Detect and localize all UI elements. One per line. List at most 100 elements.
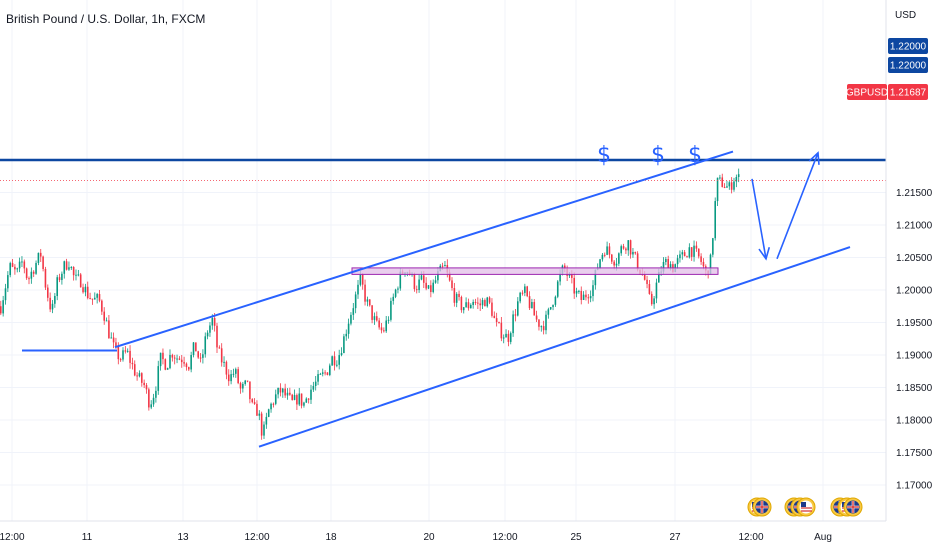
candle-body <box>126 350 129 352</box>
candle-body <box>418 279 420 291</box>
uk-flag-icon[interactable] <box>752 497 772 517</box>
candle-body <box>352 308 355 315</box>
candle-body <box>700 256 702 262</box>
candle-body <box>171 354 174 358</box>
candle-body <box>472 301 474 305</box>
candle-body <box>98 294 101 301</box>
candle-body <box>340 353 343 356</box>
price-tag <box>888 57 928 73</box>
candle-body <box>150 404 152 408</box>
candle-body <box>305 398 308 403</box>
candle-body <box>618 253 620 264</box>
candle-body <box>159 352 162 367</box>
candle-body <box>195 342 197 352</box>
candle-body <box>547 309 550 315</box>
candle-body <box>646 279 648 285</box>
candle-body <box>427 285 430 289</box>
candle-body <box>467 302 470 309</box>
candle-body <box>658 271 660 283</box>
candle-body <box>451 280 453 289</box>
price-axis-label: 1.21000 <box>896 221 932 232</box>
candle-body <box>491 302 493 316</box>
candle-body <box>9 263 11 276</box>
candle-body <box>679 254 681 259</box>
supply-demand-zone[interactable] <box>351 267 719 275</box>
price-axis[interactable]: 1.21500 1.21000 1.20500 1.20000 1.19500 1.190… <box>896 188 932 492</box>
candle-body <box>122 350 124 360</box>
candle-body <box>390 300 392 320</box>
candle-body <box>575 291 578 294</box>
candle-body <box>321 372 324 374</box>
candle-body <box>524 286 526 293</box>
candle-body <box>14 266 16 270</box>
candle-body <box>437 271 439 281</box>
candle-body <box>573 277 575 294</box>
candle-body <box>655 282 658 299</box>
candle-body <box>688 247 691 258</box>
candle-body <box>162 352 164 360</box>
candle-body <box>202 354 204 358</box>
candle-body <box>686 256 688 258</box>
price-tag <box>888 84 928 100</box>
economic-events-row[interactable] <box>747 497 863 517</box>
price-axis-label: 1.21500 <box>896 188 932 199</box>
channel-lower-line[interactable] <box>258 246 851 448</box>
candle-body <box>509 333 512 342</box>
drawing-layer <box>0 150 886 448</box>
channel-upper-line[interactable] <box>114 150 734 349</box>
time-axis[interactable]: 12:00 11 13 12:00 18 20 12:00 25 27 12:00 Aug <box>0 532 832 543</box>
candle-body <box>63 261 66 274</box>
candle-body <box>582 294 585 300</box>
candle-body <box>495 318 498 323</box>
candle-body <box>615 263 618 266</box>
candle-body <box>298 393 301 405</box>
candle-body <box>54 295 56 304</box>
candle-body <box>585 294 587 298</box>
candle-body <box>477 302 479 304</box>
candle-body <box>484 300 486 307</box>
candle-body <box>735 177 738 182</box>
candle-body <box>277 387 279 395</box>
candle-body <box>333 356 336 366</box>
candle-body <box>2 300 4 314</box>
candle-body <box>213 317 216 326</box>
candle-body <box>239 383 242 389</box>
candle-body <box>502 337 505 339</box>
candle-body <box>329 365 331 375</box>
price-tag-label: GBPUSD <box>846 88 888 99</box>
candle-body <box>11 263 14 267</box>
time-axis-label: 12:00 <box>244 532 269 543</box>
candle-body <box>303 402 305 406</box>
candle-body <box>559 273 561 282</box>
candle-body <box>683 252 686 257</box>
candle-body <box>425 282 427 289</box>
candle-body <box>220 348 223 363</box>
price-tag-label: 1.22000 <box>890 42 927 53</box>
candle-body <box>164 359 167 370</box>
candle-body <box>206 332 209 337</box>
candle-body <box>695 245 698 249</box>
candle-body <box>556 281 559 297</box>
candle-body <box>178 358 181 360</box>
candle-body <box>143 382 145 386</box>
candle-body <box>723 186 726 188</box>
projection-arrow-line[interactable] <box>751 178 767 259</box>
candle-body <box>608 246 611 255</box>
candle-body <box>244 380 246 384</box>
candle-body <box>211 317 214 326</box>
projection-arrow-line[interactable] <box>776 152 819 260</box>
candle-body <box>531 302 533 309</box>
uk-flag-icon[interactable] <box>843 497 863 517</box>
candle-body <box>317 374 319 382</box>
candle-body <box>246 380 249 382</box>
candle-body <box>84 286 87 293</box>
us-flag-icon[interactable] <box>796 497 816 517</box>
candle-body <box>286 392 289 396</box>
candle-body <box>103 311 105 321</box>
candle-body <box>693 245 695 257</box>
candle-body <box>331 356 333 366</box>
candle-body <box>235 369 237 374</box>
candle-body <box>110 337 113 339</box>
candle-body <box>94 297 96 300</box>
